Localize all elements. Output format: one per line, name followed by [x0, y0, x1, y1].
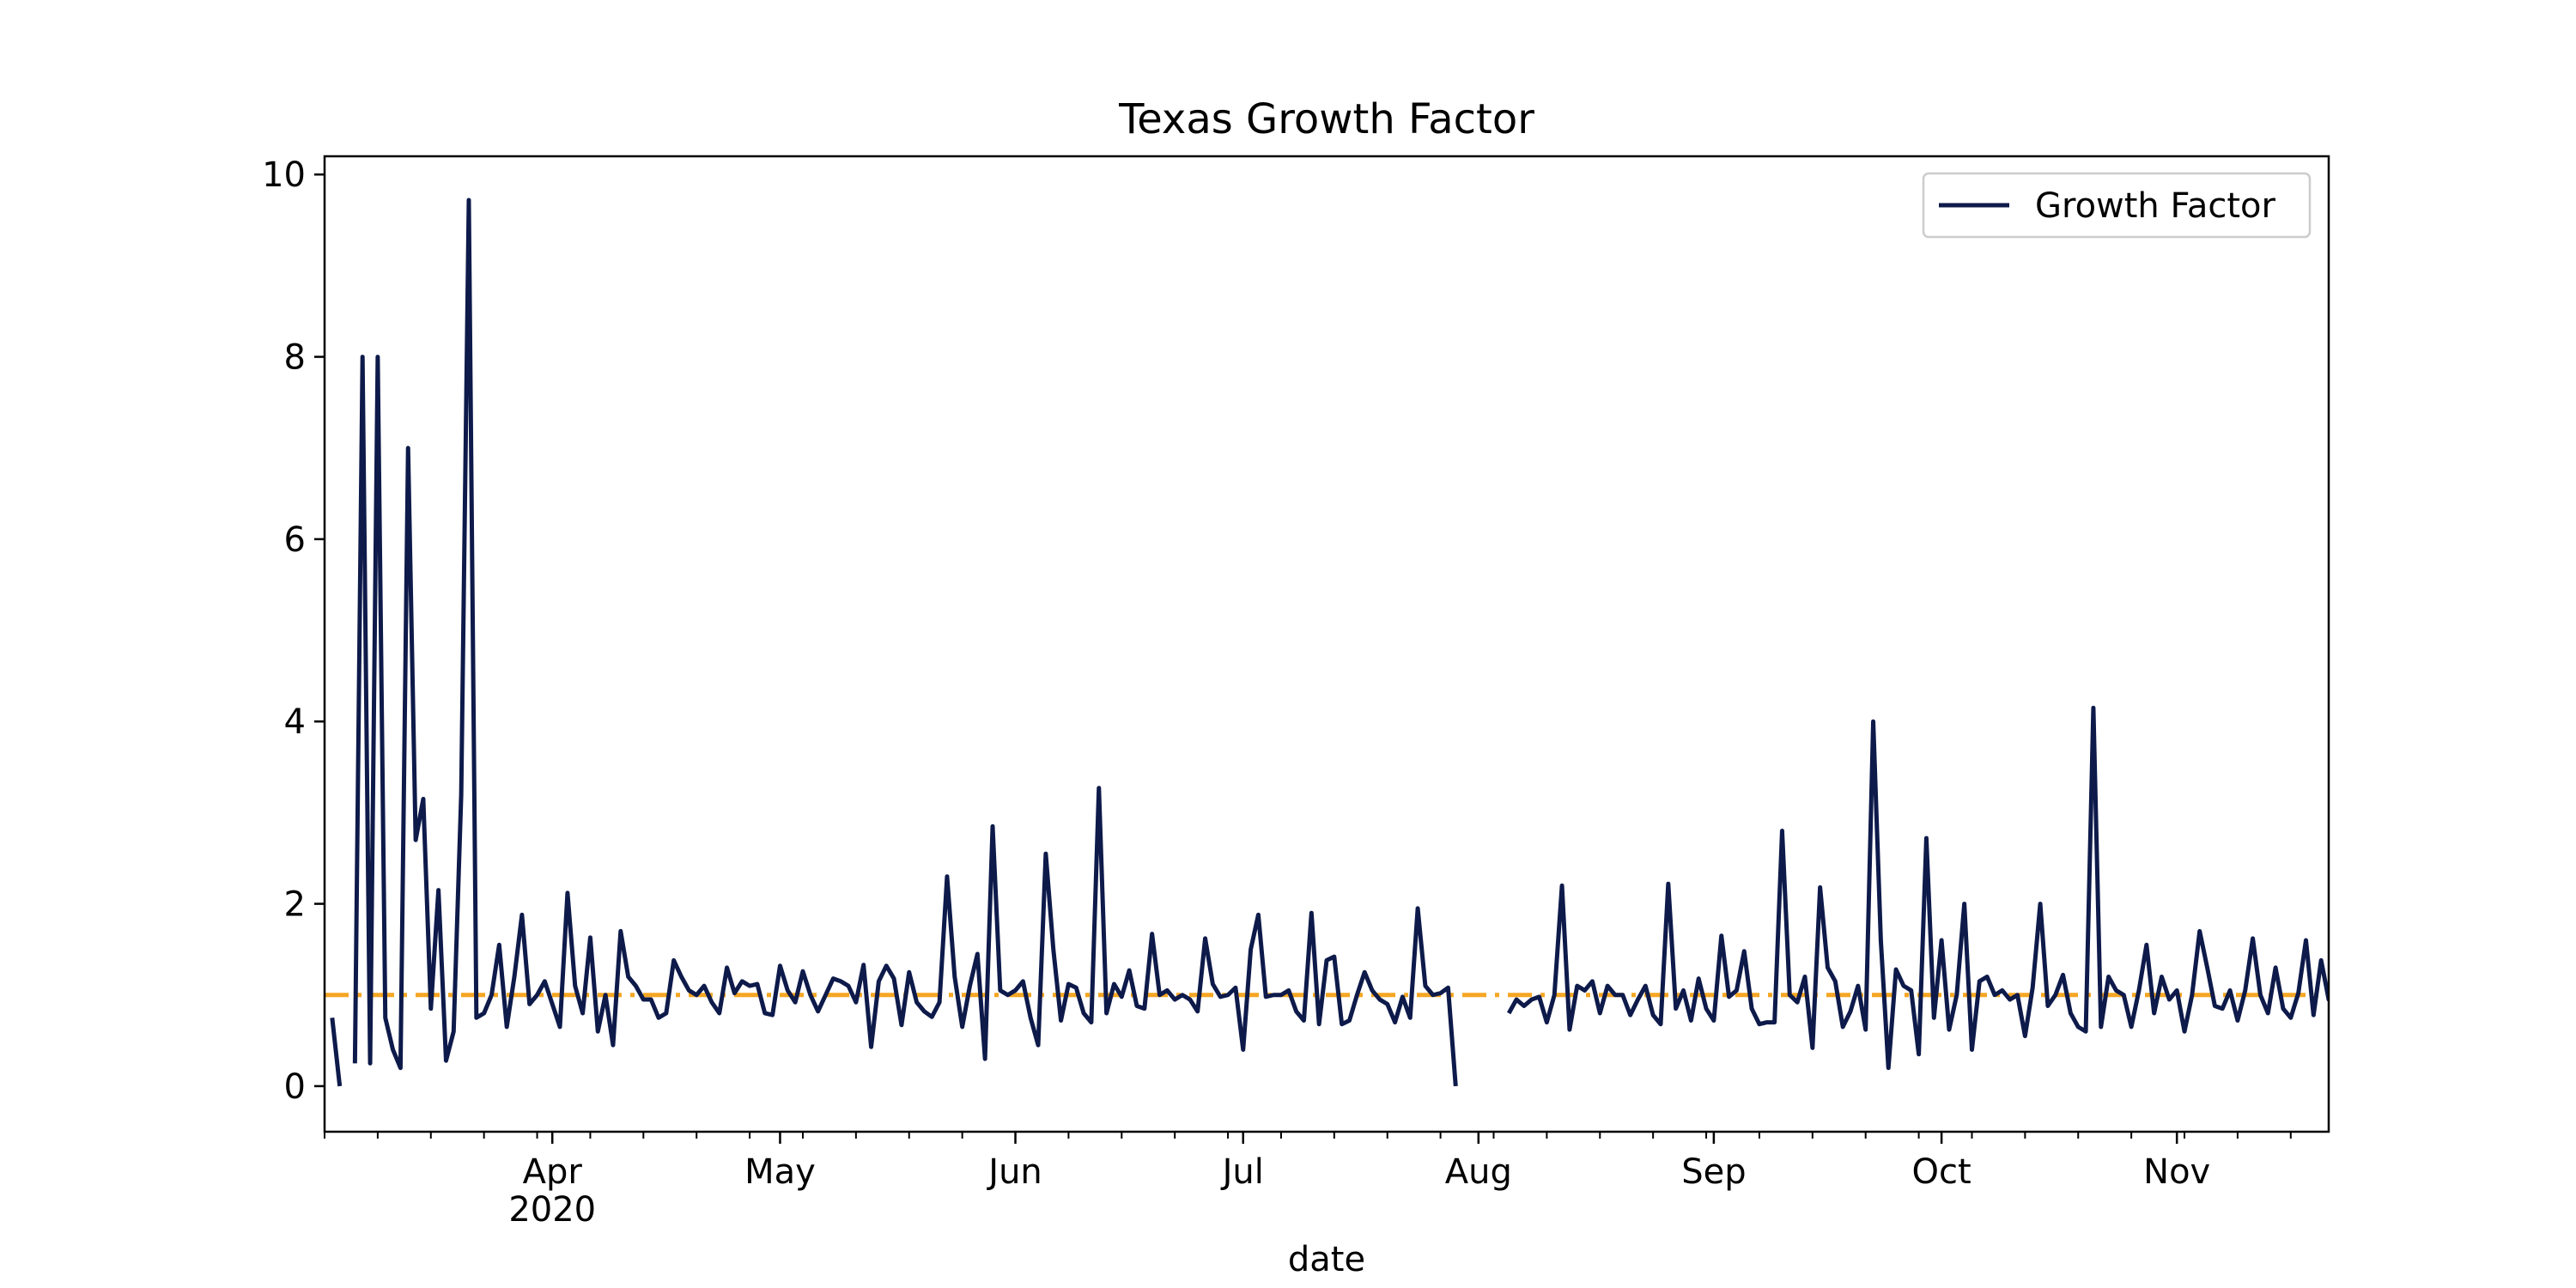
x-tick-label: Sep — [1681, 1152, 1746, 1192]
y-tick-label: 0 — [284, 1067, 306, 1107]
y-tick-label: 6 — [284, 520, 306, 560]
legend-label: Growth Factor — [2035, 186, 2275, 226]
series-line-segment — [352, 197, 1458, 1087]
y-tick-label: 4 — [284, 702, 306, 742]
y-axis: 0 2 4 6 8 10 — [262, 155, 325, 1107]
x-tick-label: Aug — [1445, 1152, 1512, 1192]
plot-frame — [323, 155, 2330, 1133]
x-tick-label: Jun — [986, 1152, 1042, 1192]
legend-box — [1922, 172, 2312, 239]
x-tick-label: Apr — [523, 1152, 583, 1192]
y-tick-label: 8 — [284, 338, 306, 378]
series-line-segment — [1506, 705, 2329, 1071]
chart-title: Texas Growth Factor — [1118, 95, 1534, 143]
y-tick-label: 2 — [284, 885, 306, 925]
x-tick-label: Oct — [1912, 1152, 1971, 1192]
series-line-segment — [330, 1018, 343, 1087]
x-tick-label: Jul — [1220, 1152, 1264, 1192]
x-axis-label: date — [1288, 1240, 1365, 1279]
x-tick-label: Nov — [2143, 1152, 2210, 1192]
series-layer — [330, 197, 2329, 1087]
x-tick-label: May — [744, 1152, 816, 1192]
legend: Growth Factor — [1922, 172, 2312, 239]
x-tick-sublabel: 2020 — [508, 1190, 596, 1230]
y-tick-label: 10 — [262, 155, 306, 195]
